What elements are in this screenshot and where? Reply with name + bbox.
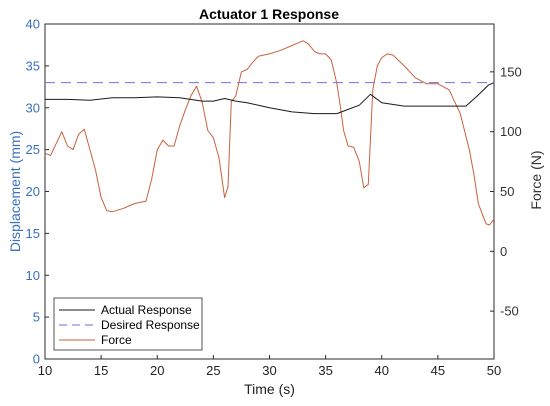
y-right-tick-label: -50 (500, 304, 519, 319)
ticks-layer: 10 15 20 25 30 35 40 45 50 0 5 10 15 20 25 30 35 40 -50 0 50… (26, 17, 522, 379)
y-left-tick-label: 0 (33, 352, 40, 367)
x-tick-label: 15 (94, 363, 108, 378)
x-tick-label: 20 (150, 363, 164, 378)
series-layer (44, 40, 495, 226)
y-left-tick-label: 40 (26, 17, 40, 32)
y-left-tick-label: 35 (26, 58, 40, 73)
series-line-actual-response (45, 82, 495, 115)
y-left-tick-label: 15 (26, 226, 40, 241)
y-right-tick-label: 0 (500, 244, 507, 259)
x-tick-label: 10 (38, 363, 52, 378)
y-axis-left-label: Displacement (mm) (7, 131, 23, 252)
y-right-tick-label: 100 (500, 124, 522, 139)
x-tick-label: 45 (431, 363, 445, 378)
y-right-tick-label: 50 (500, 184, 514, 199)
x-tick-label: 40 (375, 363, 389, 378)
x-tick-label: 25 (206, 363, 220, 378)
y-left-tick-label: 10 (26, 268, 40, 283)
legend-label-force: Force (101, 333, 132, 347)
x-tick-label: 50 (487, 363, 501, 378)
series-line-force (44, 40, 495, 226)
y-right-tick-label: 150 (500, 64, 522, 79)
y-left-tick-label: 5 (33, 310, 40, 325)
x-axis-label: Time (s) (244, 381, 295, 397)
y-left-tick-label: 20 (26, 184, 40, 199)
y-left-tick-label: 25 (26, 142, 40, 157)
chart-title: Actuator 1 Response (199, 6, 339, 22)
y-axis-right-label: Force (N) (528, 150, 544, 209)
legend: Actual Response Desired Response Force (53, 297, 203, 351)
legend-label-actual: Actual Response (101, 303, 192, 317)
x-tick-label: 30 (262, 363, 276, 378)
x-tick-label: 35 (318, 363, 332, 378)
legend-box (53, 297, 203, 351)
y-left-tick-label: 30 (26, 100, 40, 115)
legend-label-desired: Desired Response (101, 318, 200, 332)
